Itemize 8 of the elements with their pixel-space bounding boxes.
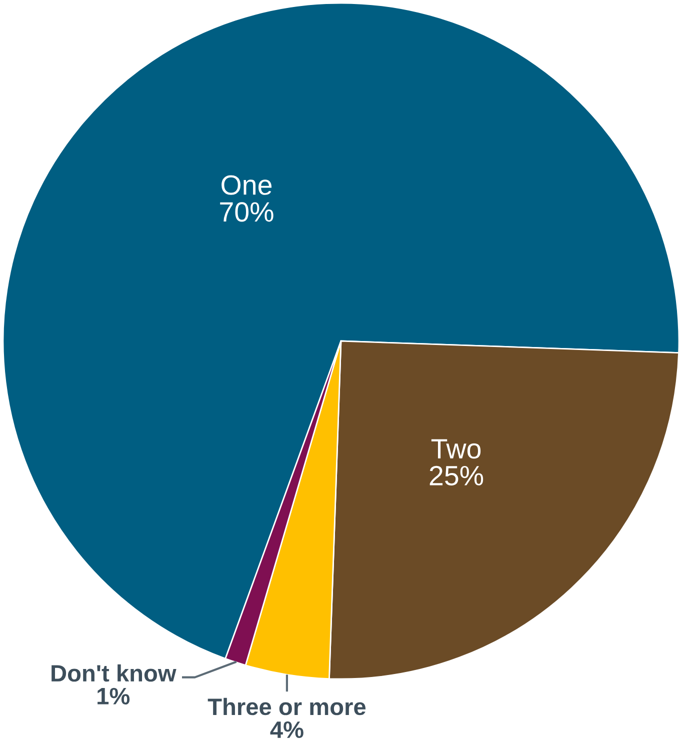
slice-label: Don't know	[52, 664, 176, 682]
slice-label: Two	[431, 439, 481, 459]
data-label: 4%	[270, 721, 304, 738]
data-label: 25%	[430, 466, 484, 486]
data-label: 1%	[98, 688, 130, 704]
data-label: 70%	[220, 202, 274, 222]
slice-label: Three or more	[208, 698, 366, 716]
slice-label: One	[222, 175, 272, 195]
